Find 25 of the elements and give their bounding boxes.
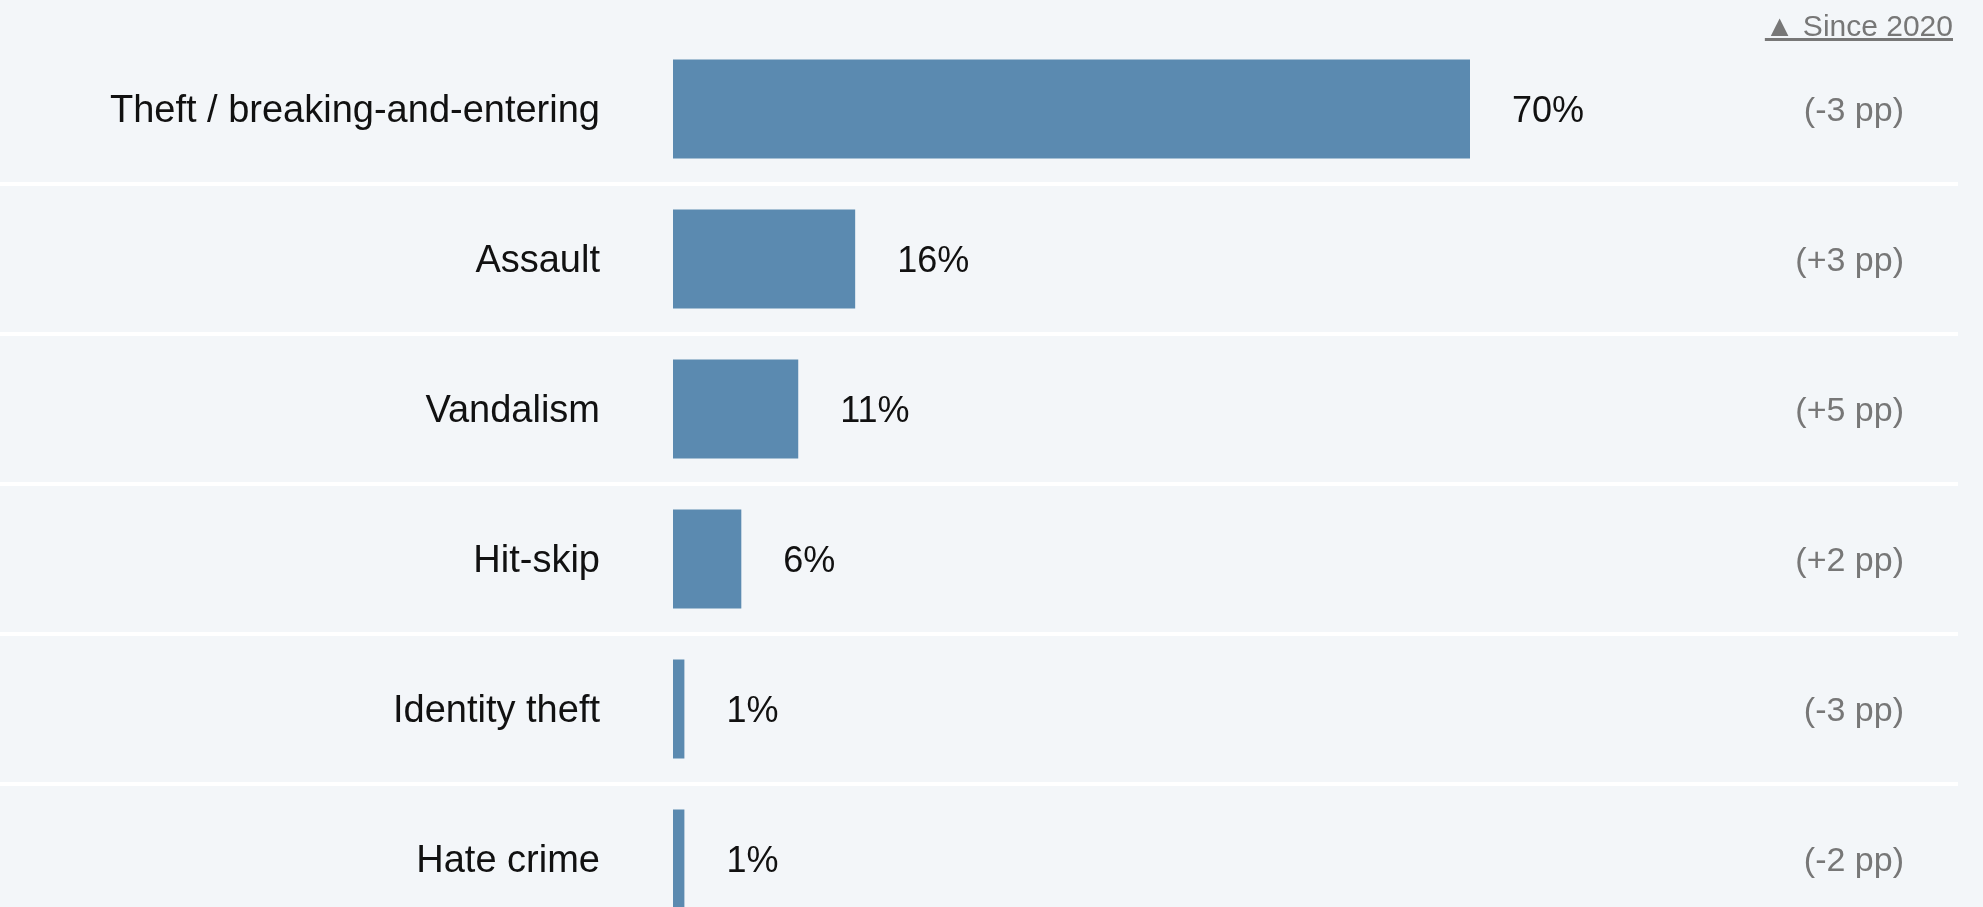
y-tick-label: Hate crime [416,838,600,880]
bar [673,209,856,309]
text: (-2 pp) [1803,840,1904,878]
data-label: 70% [1512,88,1585,130]
text: (-3 pp) [1803,90,1904,128]
y-tick-label: Vandalism [425,388,600,430]
bar [673,659,685,759]
bar [673,59,1470,159]
bar [673,509,742,609]
data-label: 16% [897,238,970,280]
data-label: 1% [726,838,779,880]
data-label: 11% [840,388,910,430]
data-label: 6% [783,538,836,580]
text: (+5 pp) [1795,390,1904,428]
bar [673,809,685,907]
y-tick-label: Identity theft [392,688,601,730]
text: (+3 pp) [1795,240,1904,278]
y-tick-label: Theft / breaking-and-entering [109,88,600,130]
text: ▲ Since 2020 [1764,9,1953,42]
y-tick-label: Hit-skip [473,538,600,580]
text: (-3 pp) [1803,690,1904,728]
text: (+2 pp) [1795,540,1904,578]
bar [673,359,799,459]
y-tick-label: Assault [475,238,601,280]
data-label: 1% [726,688,779,730]
